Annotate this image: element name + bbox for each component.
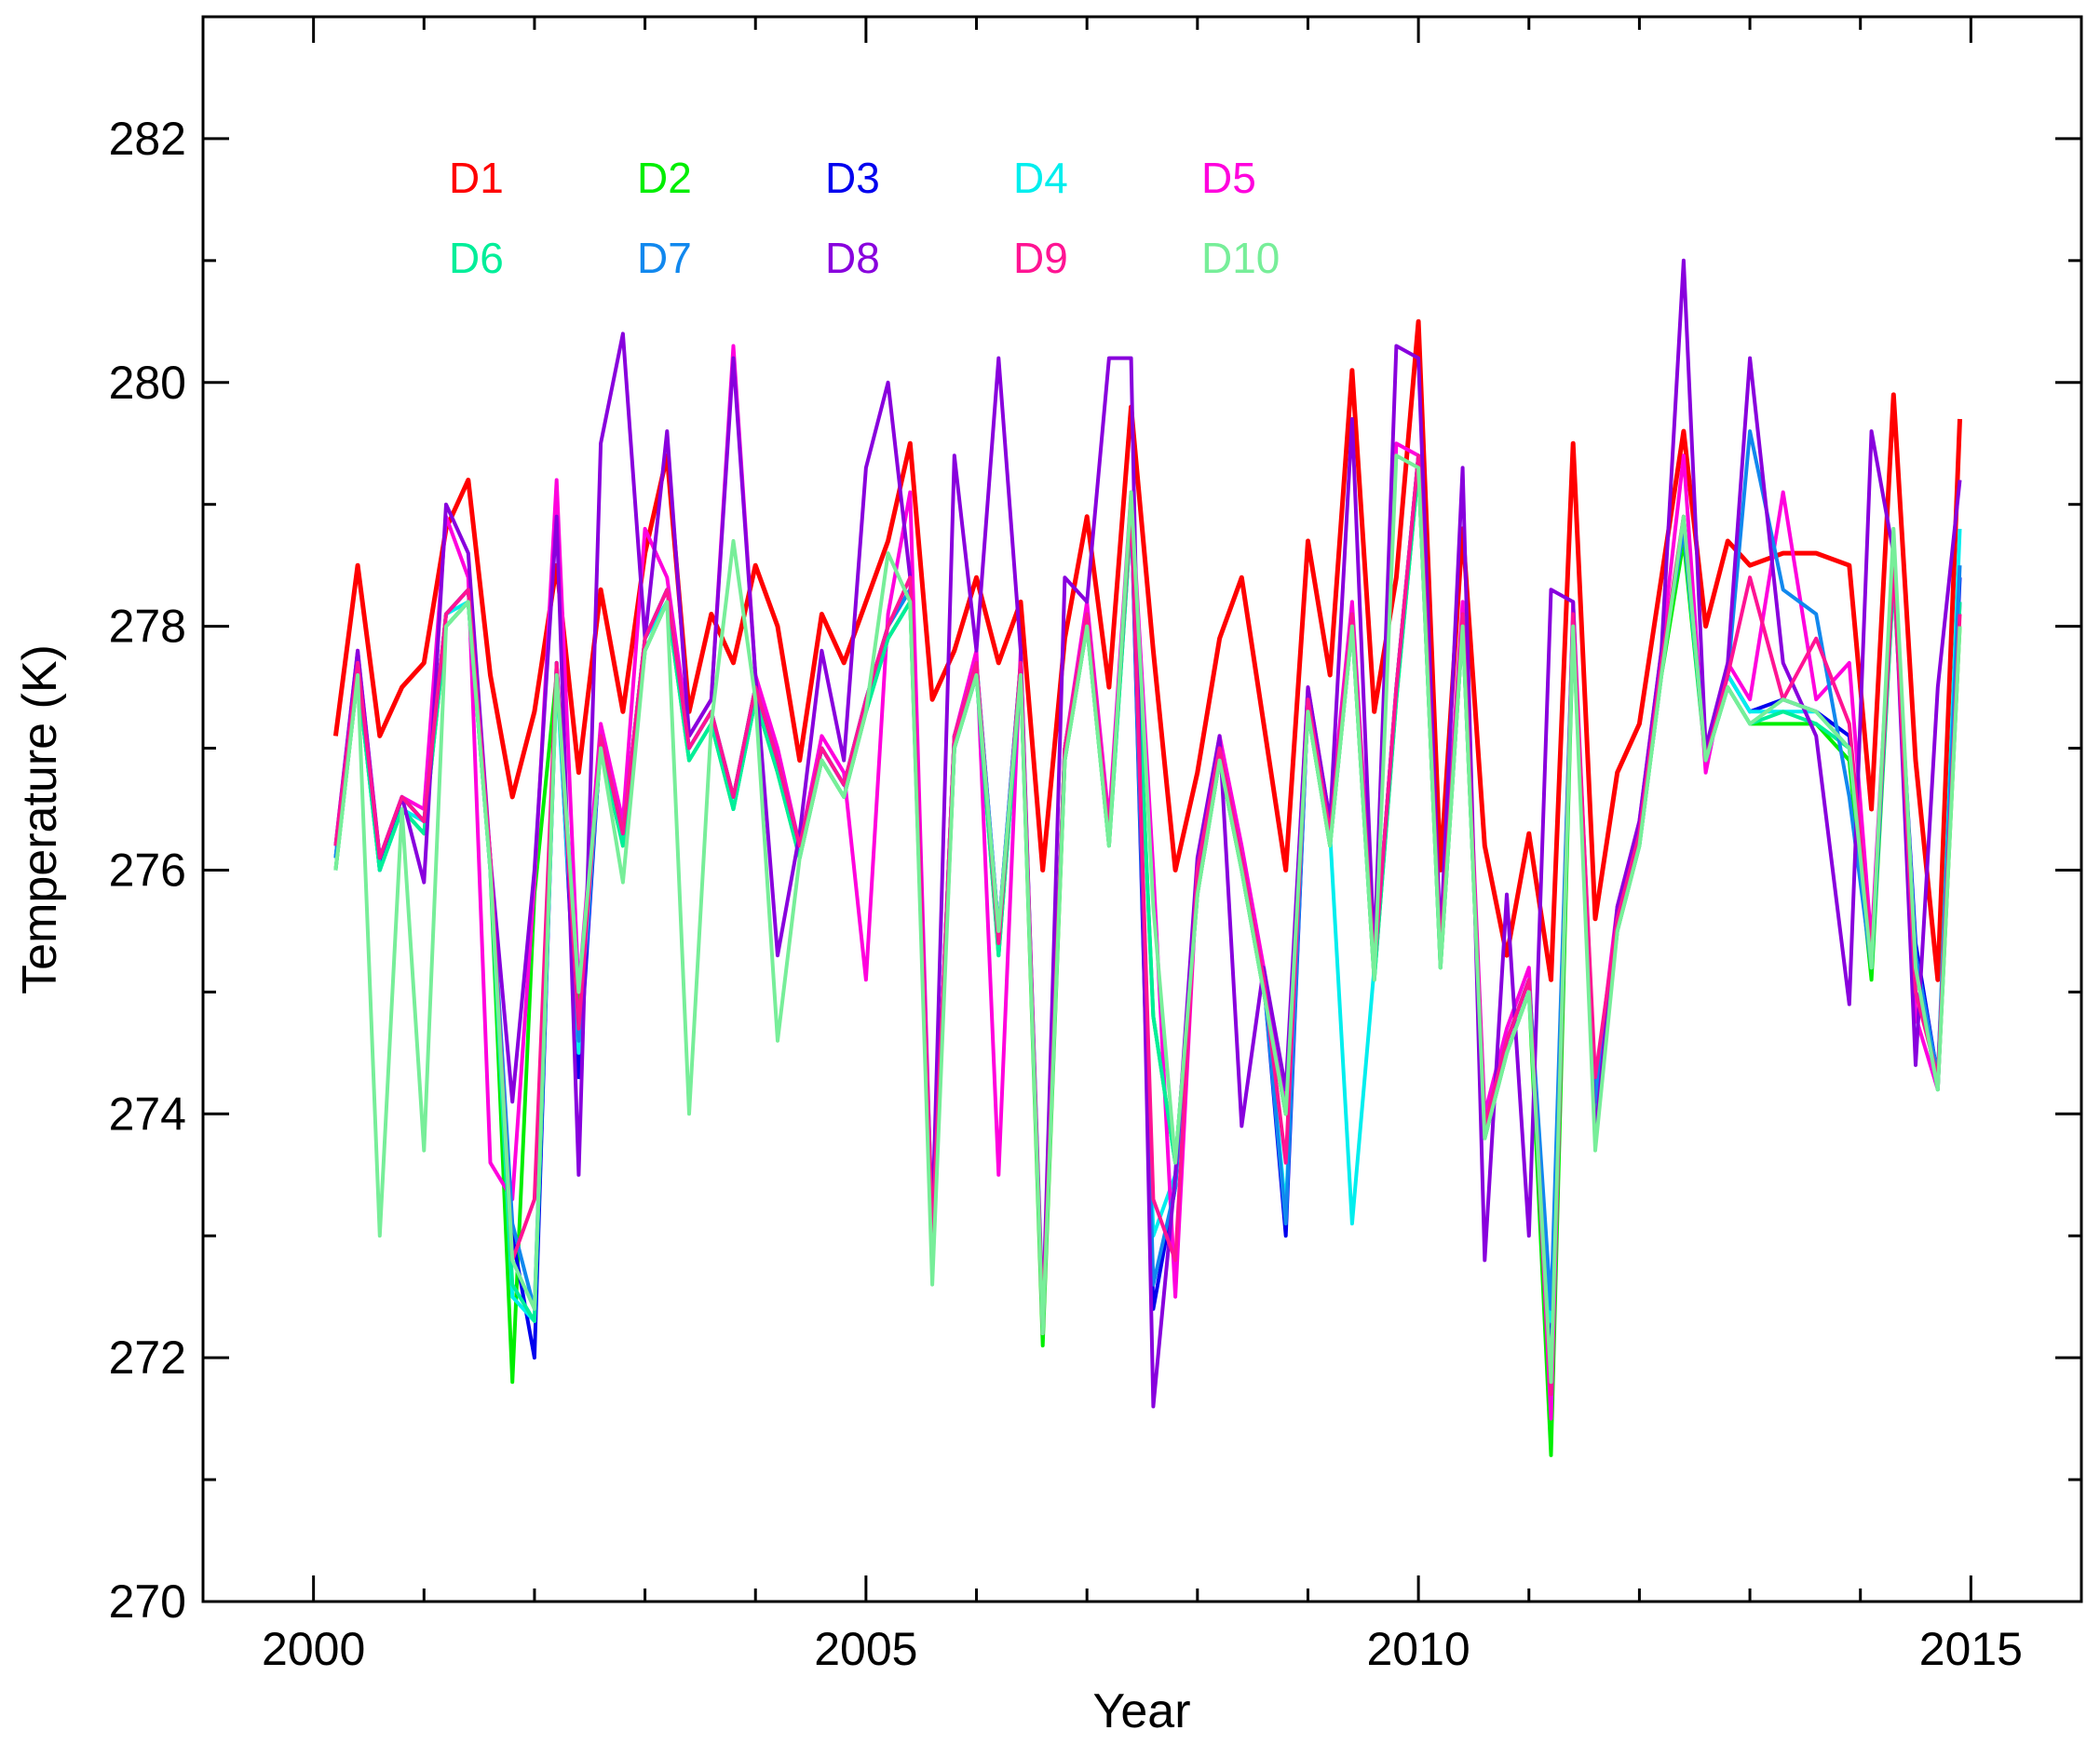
legend-label-d8: D8 — [825, 234, 880, 282]
legend: D1 D2 D3 D4 D5 D6 D7 D8 D9 D10 — [449, 154, 1280, 282]
x-tick-label: 2000 — [262, 1623, 365, 1675]
y-tick-label: 274 — [109, 1088, 186, 1140]
legend-label-d6: D6 — [449, 234, 504, 282]
legend-label-d1: D1 — [449, 154, 504, 202]
legend-label-d4: D4 — [1013, 154, 1068, 202]
y-tick-label: 278 — [109, 601, 186, 653]
series-layer — [332, 258, 1962, 1457]
series-line-d10 — [333, 453, 1962, 1385]
x-tick-label: 2010 — [1367, 1623, 1470, 1675]
y-axis-title: Temperature (K) — [13, 644, 67, 994]
plot-frame — [201, 15, 2083, 1603]
x-axis-title: Year — [1092, 1684, 1190, 1738]
legend-label-d9: D9 — [1013, 234, 1068, 282]
legend-label-d5: D5 — [1201, 154, 1256, 202]
legend-label-d10: D10 — [1201, 234, 1280, 282]
y-tick-label: 282 — [109, 113, 186, 165]
legend-label-d3: D3 — [825, 154, 880, 202]
ticks-layer: 2000 2005 2010 2015 270 272 274 276 278 280 282 — [109, 17, 2083, 1675]
legend-label-d7: D7 — [637, 234, 692, 282]
y-tick-label: 270 — [109, 1575, 186, 1628]
y-tick-label: 272 — [109, 1332, 186, 1384]
legend-label-d2: D2 — [637, 154, 692, 202]
x-tick-label: 2005 — [814, 1623, 917, 1675]
x-tick-label: 2015 — [1919, 1623, 2023, 1675]
y-tick-label: 280 — [109, 357, 186, 409]
y-tick-label: 276 — [109, 844, 186, 896]
